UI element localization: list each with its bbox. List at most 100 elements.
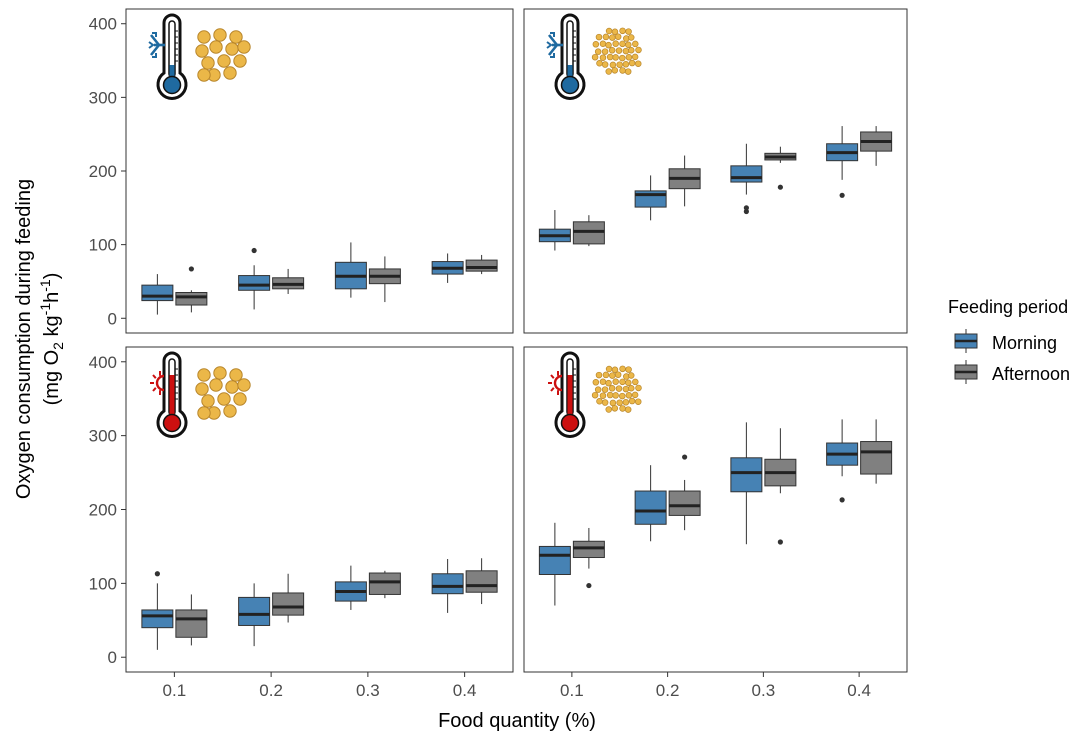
pellet [599,40,607,48]
sun-icon [150,371,165,395]
pellet [619,27,626,35]
box-afternoon-0.2 [272,573,305,623]
legend: Feeding period Morning Afternoon [948,297,1070,384]
pellet [605,41,612,49]
x-tick-label: 0.1 [560,681,584,700]
legend-title: Feeding period [948,297,1068,317]
snowflake-arm [547,44,559,56]
y-tick-label: 0 [108,309,117,328]
box-body [141,284,174,302]
pellet [605,365,613,373]
pellet [601,61,609,68]
small-pellets-icon [591,27,642,75]
pellet [237,378,251,392]
pellet [195,382,209,396]
pellet [237,40,251,54]
pellet [634,398,642,405]
pellet [612,54,619,61]
y-tick-label: 100 [89,574,117,593]
pellet [635,384,642,392]
legend-keys [954,329,978,384]
panel-2 [523,8,908,334]
pellet [611,28,619,36]
box-body [238,596,271,626]
pellet [217,392,231,406]
thermometer-icon [548,351,586,438]
x-tick-label: 0.1 [163,681,187,700]
pellet [605,68,612,75]
pellet [619,67,626,74]
outlier-point [682,454,688,460]
outlier-point [586,582,592,589]
pellet [625,41,632,48]
pellet [601,48,609,55]
outlier-point [154,571,160,577]
pellet [601,386,609,393]
pellet [209,378,223,392]
pellet [625,28,632,35]
pellet [609,61,617,69]
box-morning-0.3 [334,565,367,610]
pellet [632,40,639,48]
box-body [860,441,893,475]
x-tick-label: 0.4 [847,681,871,700]
pellet [591,391,599,399]
legend-label-afternoon: Afternoon [992,364,1070,384]
y-axis-title: Oxygen consumption during feeding (mg O2… [13,179,66,499]
sun-icon [548,371,563,395]
pellet [614,371,622,378]
pellet [609,399,617,407]
pellet [625,54,633,61]
snowflake-barb [546,41,553,49]
pellet [225,380,239,394]
box-morning-0.3 [334,242,367,298]
pellet [595,33,603,41]
pellet [606,53,614,61]
pellet [609,372,616,379]
box-body [141,609,174,629]
pellet [592,379,600,386]
box-body [368,572,401,595]
pellet [197,68,211,82]
pellet [602,371,610,379]
panel-frame [523,8,908,334]
snowflake-icon [148,32,165,58]
pellet [223,404,237,418]
sun-disc [553,374,563,392]
svg-text:Oxygen consumption during feed: Oxygen consumption during feeding [13,179,35,499]
thermometer-bulb [162,75,182,95]
box-afternoon-0.4 [465,558,498,605]
outlier-point [251,247,257,254]
pellet [622,47,630,55]
box-body [272,592,305,616]
pellet [591,53,599,61]
pellet [197,406,211,420]
box-body [634,490,667,525]
pellet [594,48,602,55]
pellet [606,391,614,399]
panel-4 [523,346,908,673]
pellet [628,397,636,405]
pellet [608,385,616,392]
box-body [730,165,763,183]
pellet [627,372,635,379]
box-afternoon-0.1 [175,266,208,313]
box-morning-0.3 [730,143,763,215]
pellet [209,40,223,54]
box-afternoon-0.1 [175,594,208,646]
y-tick-label: 400 [89,15,117,34]
pellet [195,44,209,58]
thermometer-fluid [567,375,573,417]
pellet [197,368,211,382]
box-afternoon-0.3 [764,428,797,545]
pellet [628,46,635,54]
box-morning-0.2 [634,465,667,542]
snowflake-arm [149,44,161,56]
pellet [225,42,239,56]
box-morning-0.1 [538,522,571,606]
pellet [594,386,602,393]
thermometer-fluid [169,375,175,417]
panels-layer [125,8,908,673]
snowflake-arm [149,34,161,46]
outlier-point [777,184,783,190]
